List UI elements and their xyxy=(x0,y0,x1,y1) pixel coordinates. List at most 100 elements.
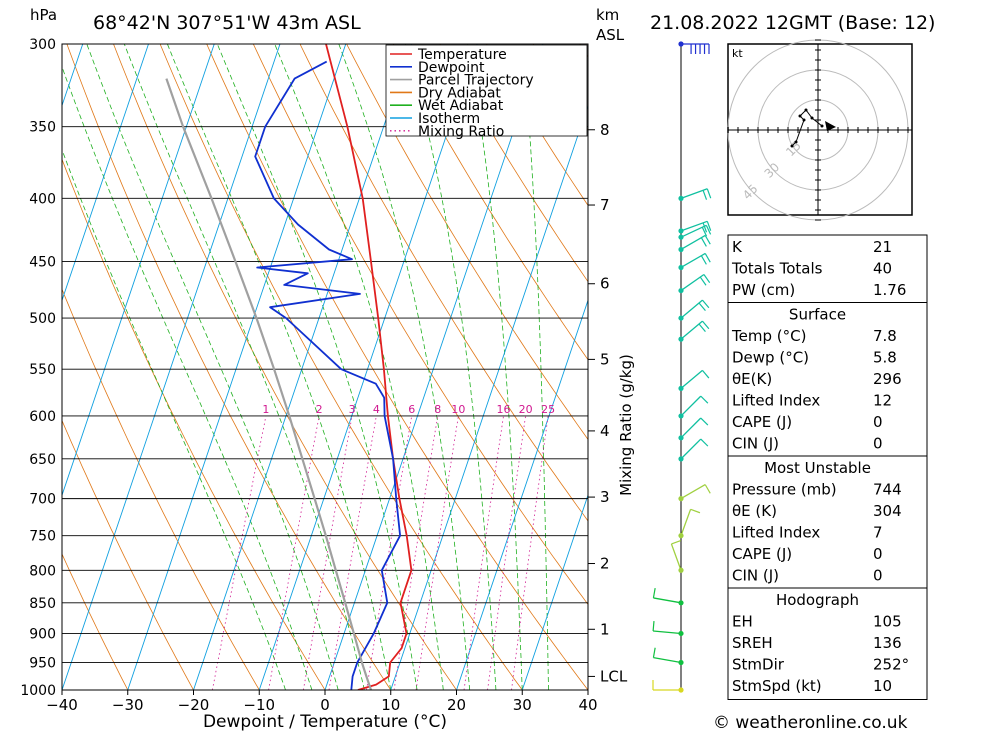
wind-level-dot xyxy=(678,630,684,637)
isotherm xyxy=(258,44,478,690)
index-value: 0 xyxy=(873,567,883,585)
legend-entry: Parcel Trajectory xyxy=(418,73,534,89)
pressure-tick-label: 500 xyxy=(29,311,56,327)
wind-barb-feather xyxy=(706,221,712,231)
wind-barb xyxy=(680,299,703,319)
legend-entry: Mixing Ratio xyxy=(418,124,504,140)
wind-barb-feather xyxy=(652,647,656,658)
pressure-tick-label: 1000 xyxy=(20,683,56,699)
legend-box xyxy=(385,44,588,137)
mixing-ratio-line xyxy=(303,415,353,690)
dry-adiabat xyxy=(346,44,588,441)
km-tick-label: 6 xyxy=(600,275,610,293)
wind-level-dot xyxy=(678,264,684,271)
dry-adiabat xyxy=(439,44,588,283)
km-axis: 8 7 6 5 4 3 2 1 LCL xyxy=(587,44,628,690)
wind-level-dot xyxy=(678,195,684,201)
wind-barb xyxy=(680,220,708,232)
axis-layer: 3003504004505005506006507007508008509009… xyxy=(20,37,597,714)
pressure-tick-label: 650 xyxy=(29,452,56,468)
wind-level-dot xyxy=(678,336,684,342)
series-parcel-trajectory xyxy=(165,78,373,690)
indices-box xyxy=(727,234,928,304)
wind-barb-feather xyxy=(701,370,710,379)
wind-barb-feather xyxy=(706,188,712,199)
pressure-tick-label: 300 xyxy=(29,37,56,53)
dry-adiabat xyxy=(206,44,588,690)
wind-level-dot xyxy=(678,496,684,502)
index-label: Lifted Index xyxy=(732,392,820,410)
dry-adiabat xyxy=(299,44,588,522)
wind-barb xyxy=(680,188,708,199)
wind-profile xyxy=(652,41,712,693)
index-value: 21 xyxy=(873,238,892,256)
dry-adiabat xyxy=(62,158,326,690)
x-tick-label: −20 xyxy=(178,696,210,714)
dry-adiabat xyxy=(62,553,129,690)
wind-level-dot xyxy=(678,287,684,294)
wind-barb-feather xyxy=(702,190,708,200)
wind-level-dot xyxy=(678,246,684,253)
pressure-tick-label: 850 xyxy=(29,596,56,612)
mixing-ratio-line xyxy=(487,415,526,690)
mixing-ratio-axis-label: Mixing Ratio (g/kg) xyxy=(617,354,635,496)
wind-barb xyxy=(680,369,703,389)
wind-barb-feather xyxy=(698,323,706,333)
mixing-ratio-line xyxy=(212,415,267,690)
mixing-ratio-label: 10 xyxy=(451,403,465,416)
wind-barb-feather xyxy=(700,438,709,447)
wind-barb-feather xyxy=(671,539,682,545)
wind-barb-feather xyxy=(690,508,701,514)
isotherm xyxy=(0,44,17,690)
index-value: 7 xyxy=(873,524,883,542)
pressure-tick-label: 350 xyxy=(29,120,56,136)
hodograph-point xyxy=(810,116,814,120)
index-value: 0 xyxy=(873,413,883,431)
wind-level-dot xyxy=(678,413,684,419)
km-tick-label: 5 xyxy=(600,350,610,368)
x-tick-label: 0 xyxy=(320,696,330,714)
index-label: θE(K) xyxy=(732,370,772,388)
pressure-tick-label: 750 xyxy=(29,529,56,545)
km-tick-label: 1 xyxy=(600,620,610,638)
wind-barb xyxy=(680,438,702,460)
wind-barb-feather xyxy=(700,237,707,247)
index-value: 7.8 xyxy=(873,327,897,345)
index-label: Lifted Index xyxy=(732,524,820,542)
pressure-tick-label: 700 xyxy=(29,492,56,508)
wind-barb xyxy=(653,597,682,604)
wind-barb xyxy=(680,224,707,238)
mixing-ratio-line xyxy=(511,415,549,690)
wind-barb-feather xyxy=(699,276,707,286)
pressure-tick-label: 550 xyxy=(29,362,56,378)
height-unit-asl: ASL xyxy=(596,26,625,44)
hodograph-point xyxy=(802,118,806,122)
index-label: StmSpd (kt) xyxy=(732,677,822,695)
wind-level-dot xyxy=(678,234,684,240)
mixing-ratio-label: 16 xyxy=(497,403,511,416)
wet-adiabat xyxy=(404,44,497,690)
mixing-ratio-label: 6 xyxy=(408,403,415,416)
index-value: 0 xyxy=(873,435,883,453)
index-label: Totals Totals xyxy=(731,260,823,278)
wind-level-dot xyxy=(678,435,684,441)
wind-barb-feather xyxy=(701,299,710,309)
index-label: CAPE (J) xyxy=(732,545,792,563)
height-unit-km: km xyxy=(596,6,619,24)
index-value: 304 xyxy=(873,502,902,520)
wind-level-dot xyxy=(678,687,684,693)
wind-barb xyxy=(670,543,682,571)
x-tick-label: −10 xyxy=(243,696,275,714)
index-value: 12 xyxy=(873,392,892,410)
wind-barb xyxy=(680,509,692,536)
mixing-ratio-line xyxy=(328,415,377,690)
mixing-ratio-label: 4 xyxy=(373,403,380,416)
x-tick-label: 20 xyxy=(447,696,466,714)
datetime: 21.08.2022 12GMT (Base: 12) xyxy=(650,12,935,34)
wind-level-dot xyxy=(678,228,684,234)
wind-barb-feather xyxy=(700,255,707,265)
legend-entry: Dewpoint xyxy=(418,60,485,76)
mixing-ratio-line xyxy=(463,415,504,690)
